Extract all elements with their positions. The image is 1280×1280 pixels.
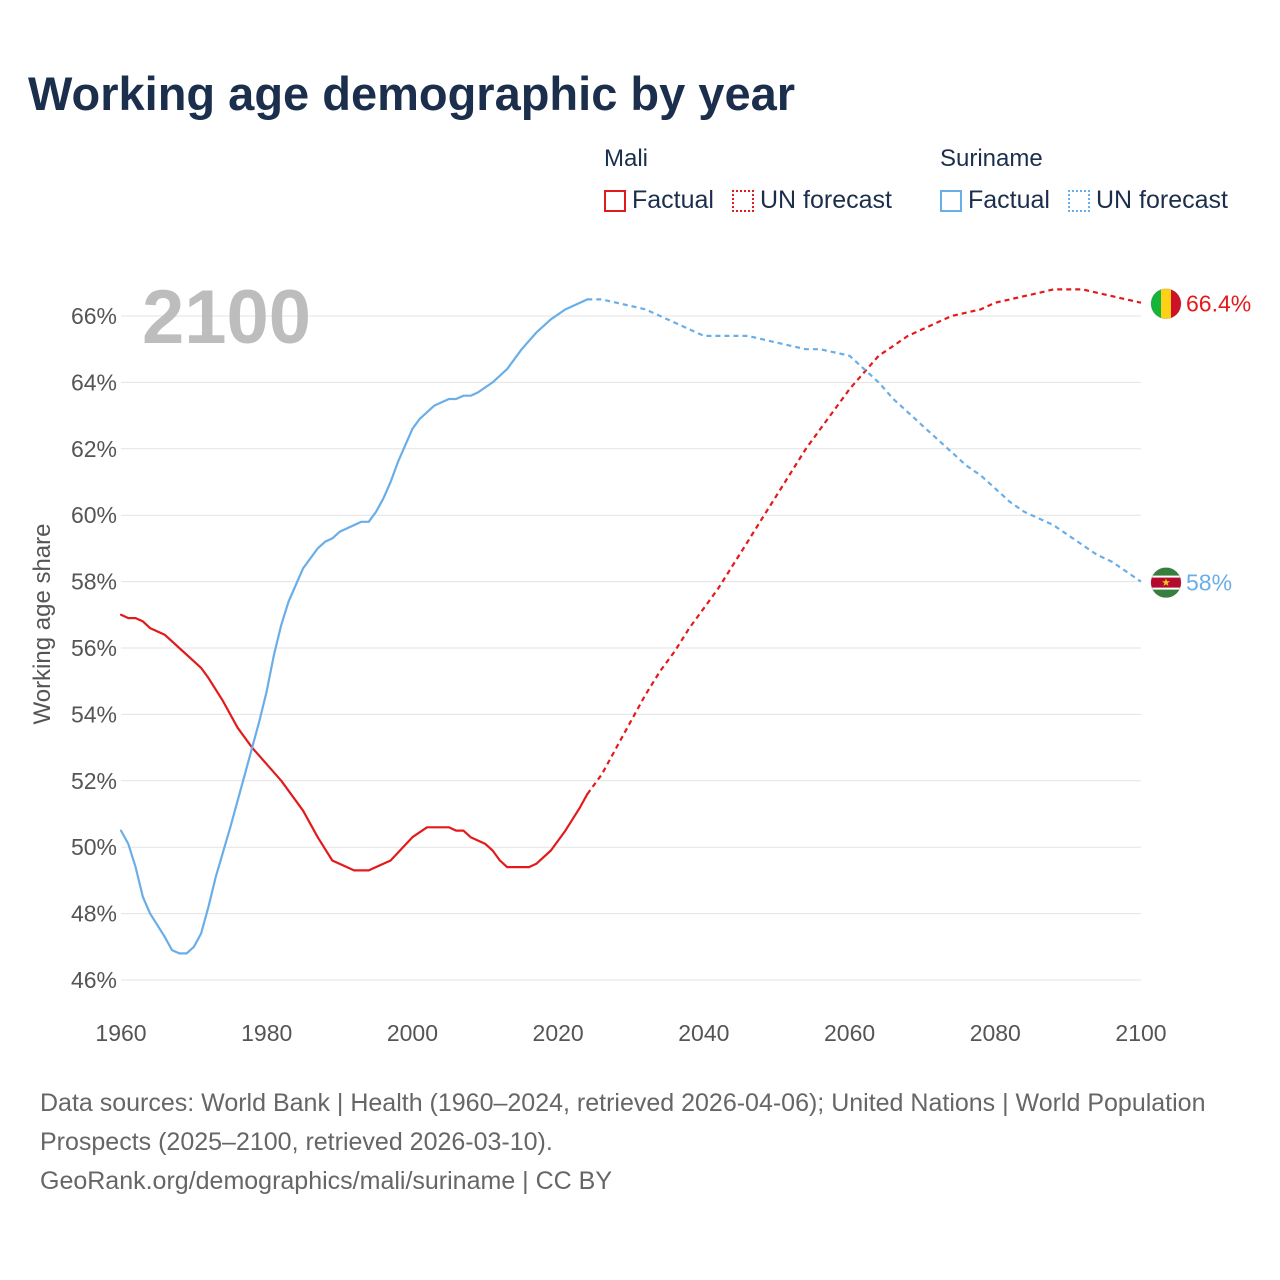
y-tick-label: 50% [71, 834, 117, 860]
legend-item-suriname-factual[interactable]: Factual [940, 186, 1050, 215]
x-tick-label: 1960 [95, 1020, 146, 1046]
legend-label: UN forecast [759, 186, 892, 214]
chart-plot: 2100 Working age share 46% 48% 50% 52% 54% 56… [29, 275, 1251, 1046]
y-tick-label: 64% [71, 369, 117, 395]
flag-outline [1150, 567, 1182, 599]
series-line-mali-factual[interactable] [119, 613, 589, 872]
year-watermark: 2100 [142, 275, 311, 360]
footer: Data sources: World Bank | Health (1960–… [40, 1084, 1240, 1201]
y-tick-label: 48% [71, 901, 117, 927]
y-tick-label: 54% [71, 701, 117, 727]
footer-attribution: GeoRank.org/demographics/mali/suriname |… [40, 1167, 613, 1195]
legend-item-suriname-forecast[interactable]: UN forecast [1067, 186, 1228, 215]
x-tick-label: 1980 [241, 1020, 292, 1046]
y-tick-label: 66% [71, 303, 117, 329]
suriname-flag-icon [1151, 567, 1181, 598]
chart-title: Working age demographic by year [28, 67, 796, 120]
y-tick-label: 62% [71, 436, 117, 462]
y-tick-label: 46% [71, 967, 117, 993]
x-tick-label: 2000 [387, 1020, 438, 1046]
legend-group-mali: Mali Factual UN forecast [604, 144, 910, 215]
legend-swatch-solid [604, 189, 626, 212]
legend-label: UN forecast [1095, 186, 1228, 214]
mali-flag-icon [1151, 288, 1181, 319]
x-tick-label: 2060 [824, 1020, 875, 1046]
legend-group-title: Suriname [940, 145, 1043, 172]
legend-swatch-dotted [731, 189, 754, 212]
y-tick-label: 56% [71, 635, 117, 661]
footer-sources: Data sources: World Bank | Health (1960–… [40, 1089, 1206, 1156]
y-axis-label: Working age share [29, 524, 56, 725]
legend-label: Factual [968, 186, 1050, 214]
y-tick-label: 58% [71, 569, 117, 595]
y-tick-label: 60% [71, 502, 117, 528]
series-line-suriname-forecast[interactable] [587, 298, 1142, 583]
legend-group-title: Mali [604, 145, 649, 172]
series-line-mali-forecast[interactable] [586, 288, 1142, 795]
legend-swatch-solid [940, 189, 962, 212]
x-tick-label: 2080 [970, 1020, 1021, 1046]
end-value-label-mali: 66.4% [1186, 291, 1251, 317]
flag-outline [1150, 288, 1182, 320]
legend-label: Factual [632, 186, 714, 214]
x-tick-label: 2100 [1115, 1020, 1166, 1046]
legend-item-mali-forecast[interactable]: UN forecast [731, 186, 892, 215]
y-tick-label: 52% [71, 768, 117, 794]
legend-item-mali-factual[interactable]: Factual [604, 186, 714, 215]
legend-swatch-dotted [1067, 189, 1090, 212]
x-tick-label: 2020 [533, 1020, 584, 1046]
x-tick-label: 2040 [678, 1020, 729, 1046]
series-line-suriname-factual[interactable] [119, 298, 589, 955]
legend-group-suriname: Suriname Factual UN forecast [940, 144, 1246, 215]
end-value-label-suriname: 58% [1186, 570, 1232, 596]
